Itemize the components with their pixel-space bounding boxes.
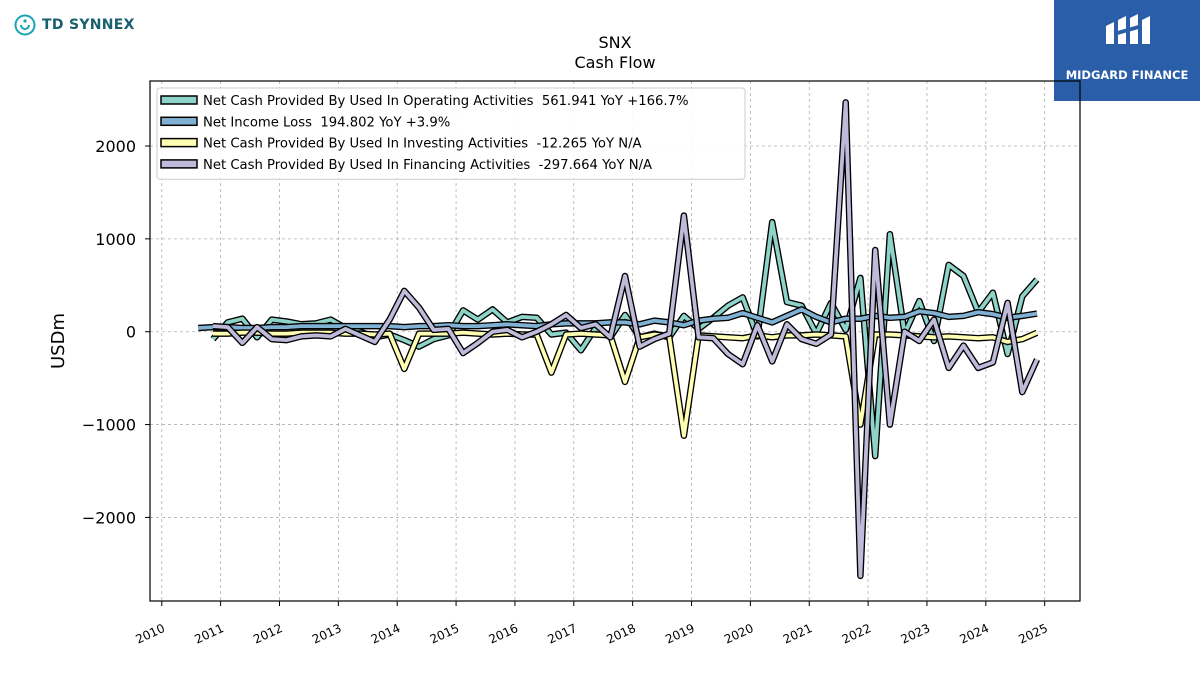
- x-tick-label: 2025: [1016, 621, 1050, 647]
- chart-title: SNX: [598, 33, 631, 52]
- legend-label-financing: Net Cash Provided By Used In Financing A…: [203, 158, 652, 173]
- chart-subtitle: Cash Flow: [574, 53, 655, 72]
- axes: 2010 2011 2012 2013 2014 2015 2016 2017 2018 2019…: [82, 137, 1050, 647]
- x-tick-label: 2016: [487, 621, 521, 647]
- x-tick-label: 2022: [840, 621, 874, 647]
- series-lines: [198, 99, 1040, 580]
- midgard-finance-logo-icon: [1106, 14, 1150, 44]
- td-synnex-logo: TD SYNNEX: [14, 14, 135, 36]
- legend: Net Cash Provided By Used In Operating A…: [156, 87, 746, 180]
- legend-swatch-operating: [160, 95, 198, 105]
- series-line-financing: [212, 100, 1039, 578]
- x-tick-label: 2023: [899, 621, 933, 647]
- legend-swatch-investing: [160, 137, 198, 148]
- y-tick-label: −1000: [82, 416, 136, 435]
- x-tick-label: 2018: [604, 621, 638, 647]
- series-outline-investing: [213, 329, 1039, 439]
- td-synnex-brand-text: TD SYNNEX: [42, 17, 135, 33]
- y-tick-label: −2000: [82, 508, 136, 527]
- y-tick-label: 2000: [95, 137, 136, 156]
- series-line-net_income: [198, 307, 1038, 330]
- x-tick-label: 2017: [545, 621, 579, 647]
- midgard-finance-brand-text: MIDGARD FINANCE: [1065, 68, 1189, 82]
- legend-swatch-net_income: [160, 116, 198, 127]
- x-tick-label: 2021: [781, 621, 815, 647]
- midgard-finance-logo: MIDGARD FINANCE: [1054, 0, 1200, 101]
- x-tick-label: 2014: [369, 621, 403, 647]
- x-tick-label: 2013: [310, 621, 344, 647]
- legend-label-net_income: Net Income Loss 194.802 YoY +3.9%: [203, 115, 450, 130]
- legend-label-operating: Net Cash Provided By Used In Operating A…: [203, 94, 689, 109]
- legend-swatch-financing: [160, 159, 198, 169]
- x-tick-label: 2015: [428, 621, 462, 647]
- y-axis-label: USDm: [48, 313, 69, 369]
- x-tick-label: 2010: [133, 621, 167, 647]
- y-tick-label: 0: [126, 323, 136, 342]
- x-tick-label: 2020: [722, 621, 756, 647]
- y-tick-label: 1000: [95, 230, 136, 249]
- legend-label-investing: Net Cash Provided By Used In Investing A…: [203, 137, 642, 152]
- x-tick-label: 2019: [663, 621, 697, 647]
- legend-box: [156, 87, 746, 180]
- x-tick-label: 2012: [251, 621, 285, 647]
- plot-frame: [149, 80, 1081, 602]
- td-synnex-logo-icon: [14, 14, 36, 36]
- x-tick-label: 2011: [192, 621, 226, 647]
- x-tick-label: 2024: [957, 621, 991, 647]
